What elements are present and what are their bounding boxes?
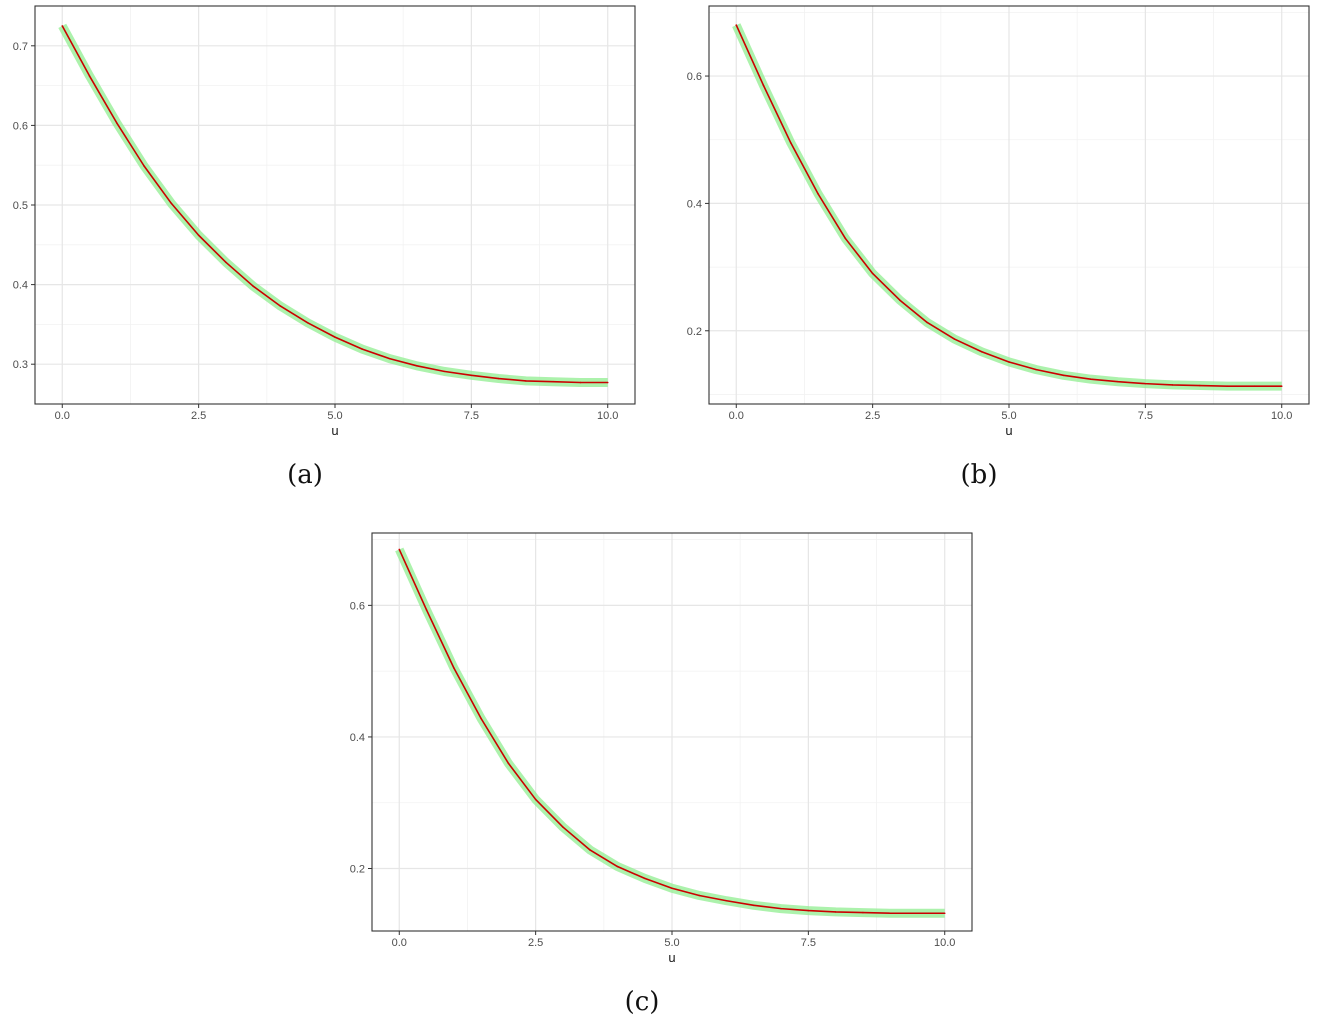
- data-point: [170, 202, 173, 205]
- data-point: [834, 911, 837, 913]
- y-tick-label: 0.2: [687, 326, 702, 338]
- data-point: [606, 381, 609, 384]
- y-tick-label: 0.3: [13, 359, 28, 371]
- x-axis-title: u: [331, 423, 338, 438]
- data-point: [497, 377, 500, 380]
- data-point: [790, 142, 792, 144]
- data-point: [899, 299, 901, 302]
- data-point: [197, 234, 200, 237]
- data-point: [1008, 361, 1010, 363]
- data-point: [225, 261, 227, 264]
- panel-b: 0.0 2.5 5.0 7.5 10.0 0.2 0.4 0.6 u (b): [687, 5, 1310, 490]
- y-tick-label: 0.7: [13, 41, 28, 53]
- data-point: [862, 911, 864, 914]
- data-point: [844, 237, 847, 240]
- data-point: [416, 364, 418, 367]
- x-tick-label: 5.0: [327, 410, 342, 422]
- data-point: [552, 380, 554, 383]
- x-tick-label: 5.0: [664, 937, 679, 949]
- data-point: [470, 374, 473, 377]
- data-point: [1144, 382, 1147, 385]
- data-point: [589, 849, 591, 851]
- x-tick-label: 7.5: [801, 937, 816, 949]
- data-point: [525, 380, 527, 382]
- data-point: [643, 877, 646, 880]
- data-point: [807, 909, 810, 912]
- x-tick-label: 0.0: [729, 410, 744, 422]
- data-point: [926, 321, 928, 324]
- y-tick-label: 0.5: [13, 200, 28, 212]
- x-tick-label: 0.0: [55, 410, 70, 422]
- data-point: [1035, 368, 1038, 371]
- data-point: [916, 912, 919, 915]
- data-point: [279, 305, 282, 307]
- x-axis-title: u: [668, 950, 675, 965]
- data-point: [453, 667, 455, 669]
- panel-caption: (b): [961, 460, 998, 490]
- x-tick-label: 7.5: [1138, 410, 1153, 422]
- data-point: [425, 609, 428, 611]
- data-point: [753, 904, 755, 907]
- data-point: [1280, 385, 1283, 387]
- data-point: [61, 25, 64, 27]
- y-tick-label: 0.4: [687, 198, 702, 210]
- panel-caption: (a): [287, 460, 323, 490]
- data-point: [616, 865, 619, 868]
- x-tick-label: 0.0: [392, 937, 407, 949]
- data-point: [534, 798, 537, 801]
- data-point: [306, 322, 309, 324]
- data-point: [671, 887, 673, 890]
- data-point: [953, 338, 956, 340]
- data-point: [398, 548, 401, 551]
- data-point: [735, 24, 738, 26]
- data-point: [116, 122, 118, 124]
- data-point: [579, 381, 582, 384]
- data-point: [889, 912, 891, 915]
- x-axis-title: u: [1005, 423, 1012, 438]
- y-tick-label: 0.2: [350, 864, 365, 876]
- x-tick-label: 10.0: [934, 937, 955, 949]
- data-point: [334, 336, 336, 338]
- data-point: [1090, 378, 1092, 380]
- data-point: [698, 894, 701, 897]
- x-tick-label: 10.0: [1271, 410, 1292, 422]
- x-tick-label: 5.0: [1001, 410, 1016, 422]
- panel-c: 0.0 2.5 5.0 7.5 10.0 0.2 0.4 0.6 u (c): [350, 532, 973, 1017]
- data-point: [1226, 385, 1228, 387]
- data-point: [1117, 380, 1119, 383]
- x-tick-label: 2.5: [865, 410, 880, 422]
- x-tick-label: 2.5: [191, 410, 206, 422]
- x-tick-label: 7.5: [464, 410, 479, 422]
- x-tick-label: 2.5: [528, 937, 543, 949]
- data-point: [1171, 384, 1174, 386]
- data-point: [252, 285, 254, 287]
- panel-a: 0.0 2.5 5.0 7.5 10.0 0.3 0.4 0.5 0.6 0.7 u (a): [13, 5, 636, 490]
- y-tick-label: 0.4: [350, 732, 365, 744]
- data-point: [143, 165, 145, 167]
- data-point: [507, 762, 510, 765]
- data-point: [443, 370, 445, 373]
- data-point: [1253, 385, 1256, 387]
- y-tick-label: 0.4: [13, 280, 28, 292]
- x-tick-label: 10.0: [597, 410, 618, 422]
- y-tick-label: 0.6: [350, 600, 365, 612]
- panel-caption: (c): [625, 987, 660, 1017]
- data-point: [871, 272, 874, 275]
- data-point: [388, 357, 391, 360]
- data-point: [1062, 374, 1065, 377]
- data-point: [562, 826, 564, 828]
- data-point: [480, 717, 482, 720]
- data-point: [88, 75, 91, 77]
- data-point: [980, 350, 983, 353]
- data-point: [1199, 384, 1201, 387]
- data-point: [817, 193, 819, 195]
- y-tick-label: 0.6: [13, 120, 28, 132]
- data-point: [725, 899, 728, 902]
- data-point: [762, 84, 765, 87]
- y-tick-label: 0.6: [687, 71, 702, 83]
- data-point: [780, 907, 782, 910]
- data-point: [943, 912, 946, 915]
- data-point: [361, 348, 364, 350]
